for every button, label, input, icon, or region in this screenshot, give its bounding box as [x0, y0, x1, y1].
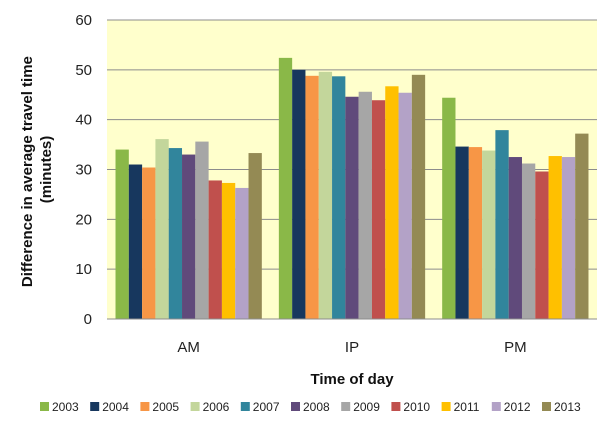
bar-2013-IP [411, 74, 426, 319]
x-tick-label: AM [177, 339, 200, 356]
bar-2008-IP [345, 96, 359, 320]
bar-2005-AM [142, 167, 156, 319]
y-tick-label: 60 [75, 12, 92, 29]
legend-label-2012: 2012 [504, 400, 531, 414]
bar-2012-PM [561, 157, 576, 319]
legend-swatch-2008 [291, 402, 300, 411]
bar-2009-AM [195, 141, 209, 319]
legend-swatch-2007 [240, 402, 250, 411]
bar-2011-IP [385, 86, 399, 319]
x-axis-title: Time of day [310, 371, 394, 388]
bar-2007-PM [495, 130, 509, 319]
legend-label-2008: 2008 [303, 400, 330, 414]
bar-2003-IP [278, 57, 293, 320]
bar-2009-PM [521, 163, 536, 319]
y-tick-label: 50 [75, 62, 92, 79]
legend-label-2006: 2006 [203, 400, 230, 414]
bar-2010-AM [208, 180, 222, 319]
y-tick-label: 20 [75, 211, 92, 228]
legend-swatch-2010 [391, 402, 401, 411]
bar-2010-PM [535, 171, 549, 319]
bar-2008-AM [182, 154, 196, 319]
bar-2009-IP [358, 91, 372, 319]
bars [115, 57, 589, 320]
bar-2011-PM [548, 156, 562, 319]
x-axis-ticks: AM IP PM [177, 339, 526, 356]
bar-2003-PM [442, 97, 456, 320]
bar-2004-PM [455, 146, 469, 319]
bar-2004-IP [292, 69, 306, 319]
legend-label-2013: 2013 [554, 400, 581, 414]
bar-2005-PM [468, 147, 483, 319]
y-axis-title: Difference in average travel time (minut… [19, 52, 55, 287]
legend-swatch-2004 [90, 402, 100, 411]
y-axis-title-line-2: (minutes) [38, 136, 55, 204]
bar-2013-PM [575, 133, 589, 319]
legend-swatch-2011 [441, 402, 451, 411]
bar-2003-AM [115, 149, 129, 319]
bar-2007-IP [332, 76, 346, 319]
bar-2013-AM [248, 153, 262, 319]
bar-2008-PM [508, 157, 522, 319]
bar-2004-AM [128, 164, 143, 319]
bar-2011-AM [221, 182, 236, 319]
x-tick-label: IP [345, 339, 359, 356]
legend-swatch-2013 [542, 402, 551, 411]
y-tick-label: 40 [75, 112, 92, 129]
bar-2012-AM [235, 187, 249, 319]
legend-label-2003: 2003 [52, 400, 79, 414]
y-tick-label: 0 [84, 311, 92, 328]
y-axis-title-line-1: Difference in average travel time [19, 56, 36, 287]
legend-label-2010: 2010 [403, 400, 430, 414]
y-axis-ticks: 0 10 20 30 40 50 60 [75, 12, 92, 328]
bar-2005-IP [305, 75, 319, 319]
legend: 2003 2004 2005 2006 2007 2008 2009 2010 2011 2012… [40, 400, 581, 414]
y-tick-label: 10 [75, 261, 92, 278]
bar-2010-IP [371, 100, 386, 319]
legend-label-2011: 2011 [454, 400, 480, 414]
legend-label-2007: 2007 [253, 400, 280, 414]
legend-label-2005: 2005 [152, 400, 179, 414]
y-tick-label: 30 [75, 162, 92, 179]
legend-swatch-2006 [190, 402, 200, 411]
legend-swatch-2005 [140, 402, 150, 411]
bar-2006-PM [482, 150, 496, 319]
legend-swatch-2009 [341, 402, 351, 411]
bar-2006-AM [155, 139, 169, 319]
bar-2006-IP [318, 71, 333, 319]
x-tick-label: PM [504, 339, 527, 356]
legend-swatch-2012 [491, 402, 501, 411]
bar-2012-IP [398, 92, 412, 319]
legend-label-2004: 2004 [102, 400, 129, 414]
bar-2007-AM [168, 148, 183, 319]
legend-swatch-2003 [40, 402, 49, 411]
legend-label-2009: 2009 [353, 400, 380, 414]
